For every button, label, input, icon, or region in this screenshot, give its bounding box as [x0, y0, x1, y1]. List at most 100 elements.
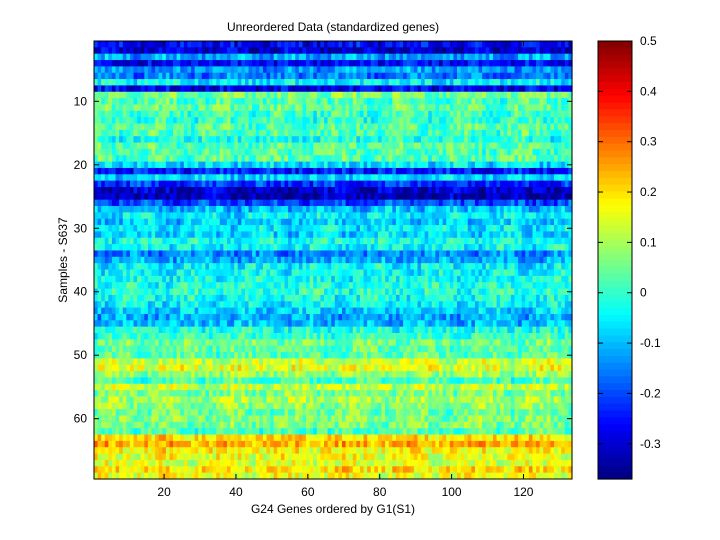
- heatmap-cell: [122, 187, 127, 194]
- heatmap-cell: [241, 85, 246, 93]
- heatmap-cell: [557, 41, 562, 48]
- heatmap-cell: [108, 180, 113, 188]
- heatmap-cell: [187, 180, 192, 188]
- heatmap-cell: [464, 256, 469, 264]
- heatmap-cell: [345, 98, 350, 106]
- heatmap-cell: [485, 225, 490, 233]
- heatmap-cell: [248, 148, 253, 156]
- heatmap-cell: [216, 123, 221, 131]
- heatmap-cell: [169, 256, 174, 264]
- heatmap-cell: [453, 206, 458, 213]
- heatmap-cell: [302, 161, 307, 169]
- heatmap-cell: [234, 237, 239, 245]
- heatmap-cell: [341, 237, 347, 245]
- heatmap-cell: [568, 123, 573, 131]
- heatmap-cell: [485, 148, 490, 156]
- heatmap-cell: [446, 244, 451, 252]
- heatmap-cell: [162, 148, 167, 156]
- heatmap-cell: [234, 193, 239, 201]
- heatmap-cell: [183, 167, 189, 175]
- heatmap-cell: [284, 256, 289, 264]
- heatmap-cell: [525, 66, 530, 74]
- heatmap-cell: [399, 244, 404, 252]
- heatmap-cell: [536, 66, 541, 74]
- heatmap-cell: [439, 47, 444, 55]
- heatmap-cell: [442, 98, 447, 106]
- heatmap-cell: [288, 161, 293, 169]
- heatmap-cell: [503, 269, 508, 277]
- heatmap-cell: [277, 256, 282, 264]
- heatmap-cell: [97, 269, 102, 277]
- heatmap-cell: [496, 123, 501, 131]
- heatmap-cell: [338, 244, 343, 252]
- heatmap-cell: [564, 47, 569, 55]
- heatmap-cell: [370, 206, 375, 213]
- heatmap-cell: [320, 53, 325, 61]
- heatmap-cell: [510, 85, 516, 93]
- heatmap-cell: [212, 269, 217, 277]
- heatmap-cell: [514, 60, 519, 67]
- heatmap-cell: [568, 206, 573, 213]
- heatmap-cell: [356, 161, 361, 169]
- heatmap-cell: [295, 72, 300, 80]
- heatmap-cell: [226, 60, 232, 67]
- heatmap-cell: [460, 206, 465, 213]
- heatmap-cell: [510, 41, 516, 48]
- heatmap-cell: [212, 142, 217, 150]
- heatmap-cell: [428, 218, 433, 226]
- heatmap-cell: [467, 256, 472, 264]
- heatmap-cell: [198, 250, 203, 258]
- heatmap-cell: [492, 174, 498, 182]
- heatmap-cell: [356, 174, 361, 182]
- heatmap-cell: [478, 85, 483, 93]
- heatmap-cell: [550, 199, 555, 207]
- heatmap-cell: [147, 225, 153, 233]
- heatmap-cell: [403, 174, 408, 182]
- heatmap-cell: [428, 129, 433, 137]
- heatmap-cell: [460, 123, 465, 131]
- heatmap-cell: [151, 275, 156, 283]
- heatmap-cell: [209, 155, 214, 163]
- heatmap-cell: [324, 174, 329, 182]
- heatmap-cell: [94, 148, 99, 156]
- heatmap-cell: [478, 142, 483, 150]
- heatmap-cell: [453, 148, 458, 156]
- heatmap-cell: [449, 180, 454, 188]
- heatmap-cell: [474, 117, 480, 125]
- heatmap-cell: [191, 212, 196, 220]
- heatmap-cell: [359, 199, 365, 207]
- heatmap-cell: [410, 155, 415, 163]
- heatmap-cell: [564, 129, 569, 137]
- heatmap-cell: [255, 193, 260, 201]
- heatmap-cell: [410, 66, 415, 74]
- heatmap-cell: [241, 180, 246, 188]
- heatmap-cell: [518, 136, 523, 144]
- heatmap-cell: [108, 129, 113, 137]
- heatmap-cell: [219, 110, 224, 118]
- heatmap-cell: [442, 104, 447, 112]
- heatmap-cell: [162, 199, 167, 207]
- heatmap-cell: [532, 142, 537, 150]
- heatmap-cell: [424, 269, 429, 277]
- heatmap-cell: [119, 167, 124, 175]
- heatmap-cell: [252, 250, 257, 258]
- heatmap-cell: [320, 237, 325, 245]
- heatmap-cell: [126, 53, 131, 61]
- heatmap-cell: [219, 129, 224, 137]
- heatmap-cell: [464, 129, 469, 137]
- heatmap-cell: [241, 174, 246, 182]
- heatmap-cell: [352, 53, 357, 61]
- heatmap-cell: [191, 256, 196, 264]
- heatmap-cell: [421, 117, 426, 125]
- heatmap-cell: [122, 123, 127, 131]
- heatmap-cell: [140, 237, 145, 245]
- heatmap-cell: [442, 193, 447, 201]
- heatmap-cell: [198, 244, 203, 252]
- heatmap-cell: [262, 244, 268, 252]
- heatmap-cell: [460, 256, 465, 264]
- heatmap-cell: [500, 187, 505, 194]
- heatmap-cell: [169, 199, 174, 207]
- heatmap-cell: [133, 199, 138, 207]
- heatmap-cell: [262, 212, 268, 220]
- heatmap-cell: [291, 47, 296, 55]
